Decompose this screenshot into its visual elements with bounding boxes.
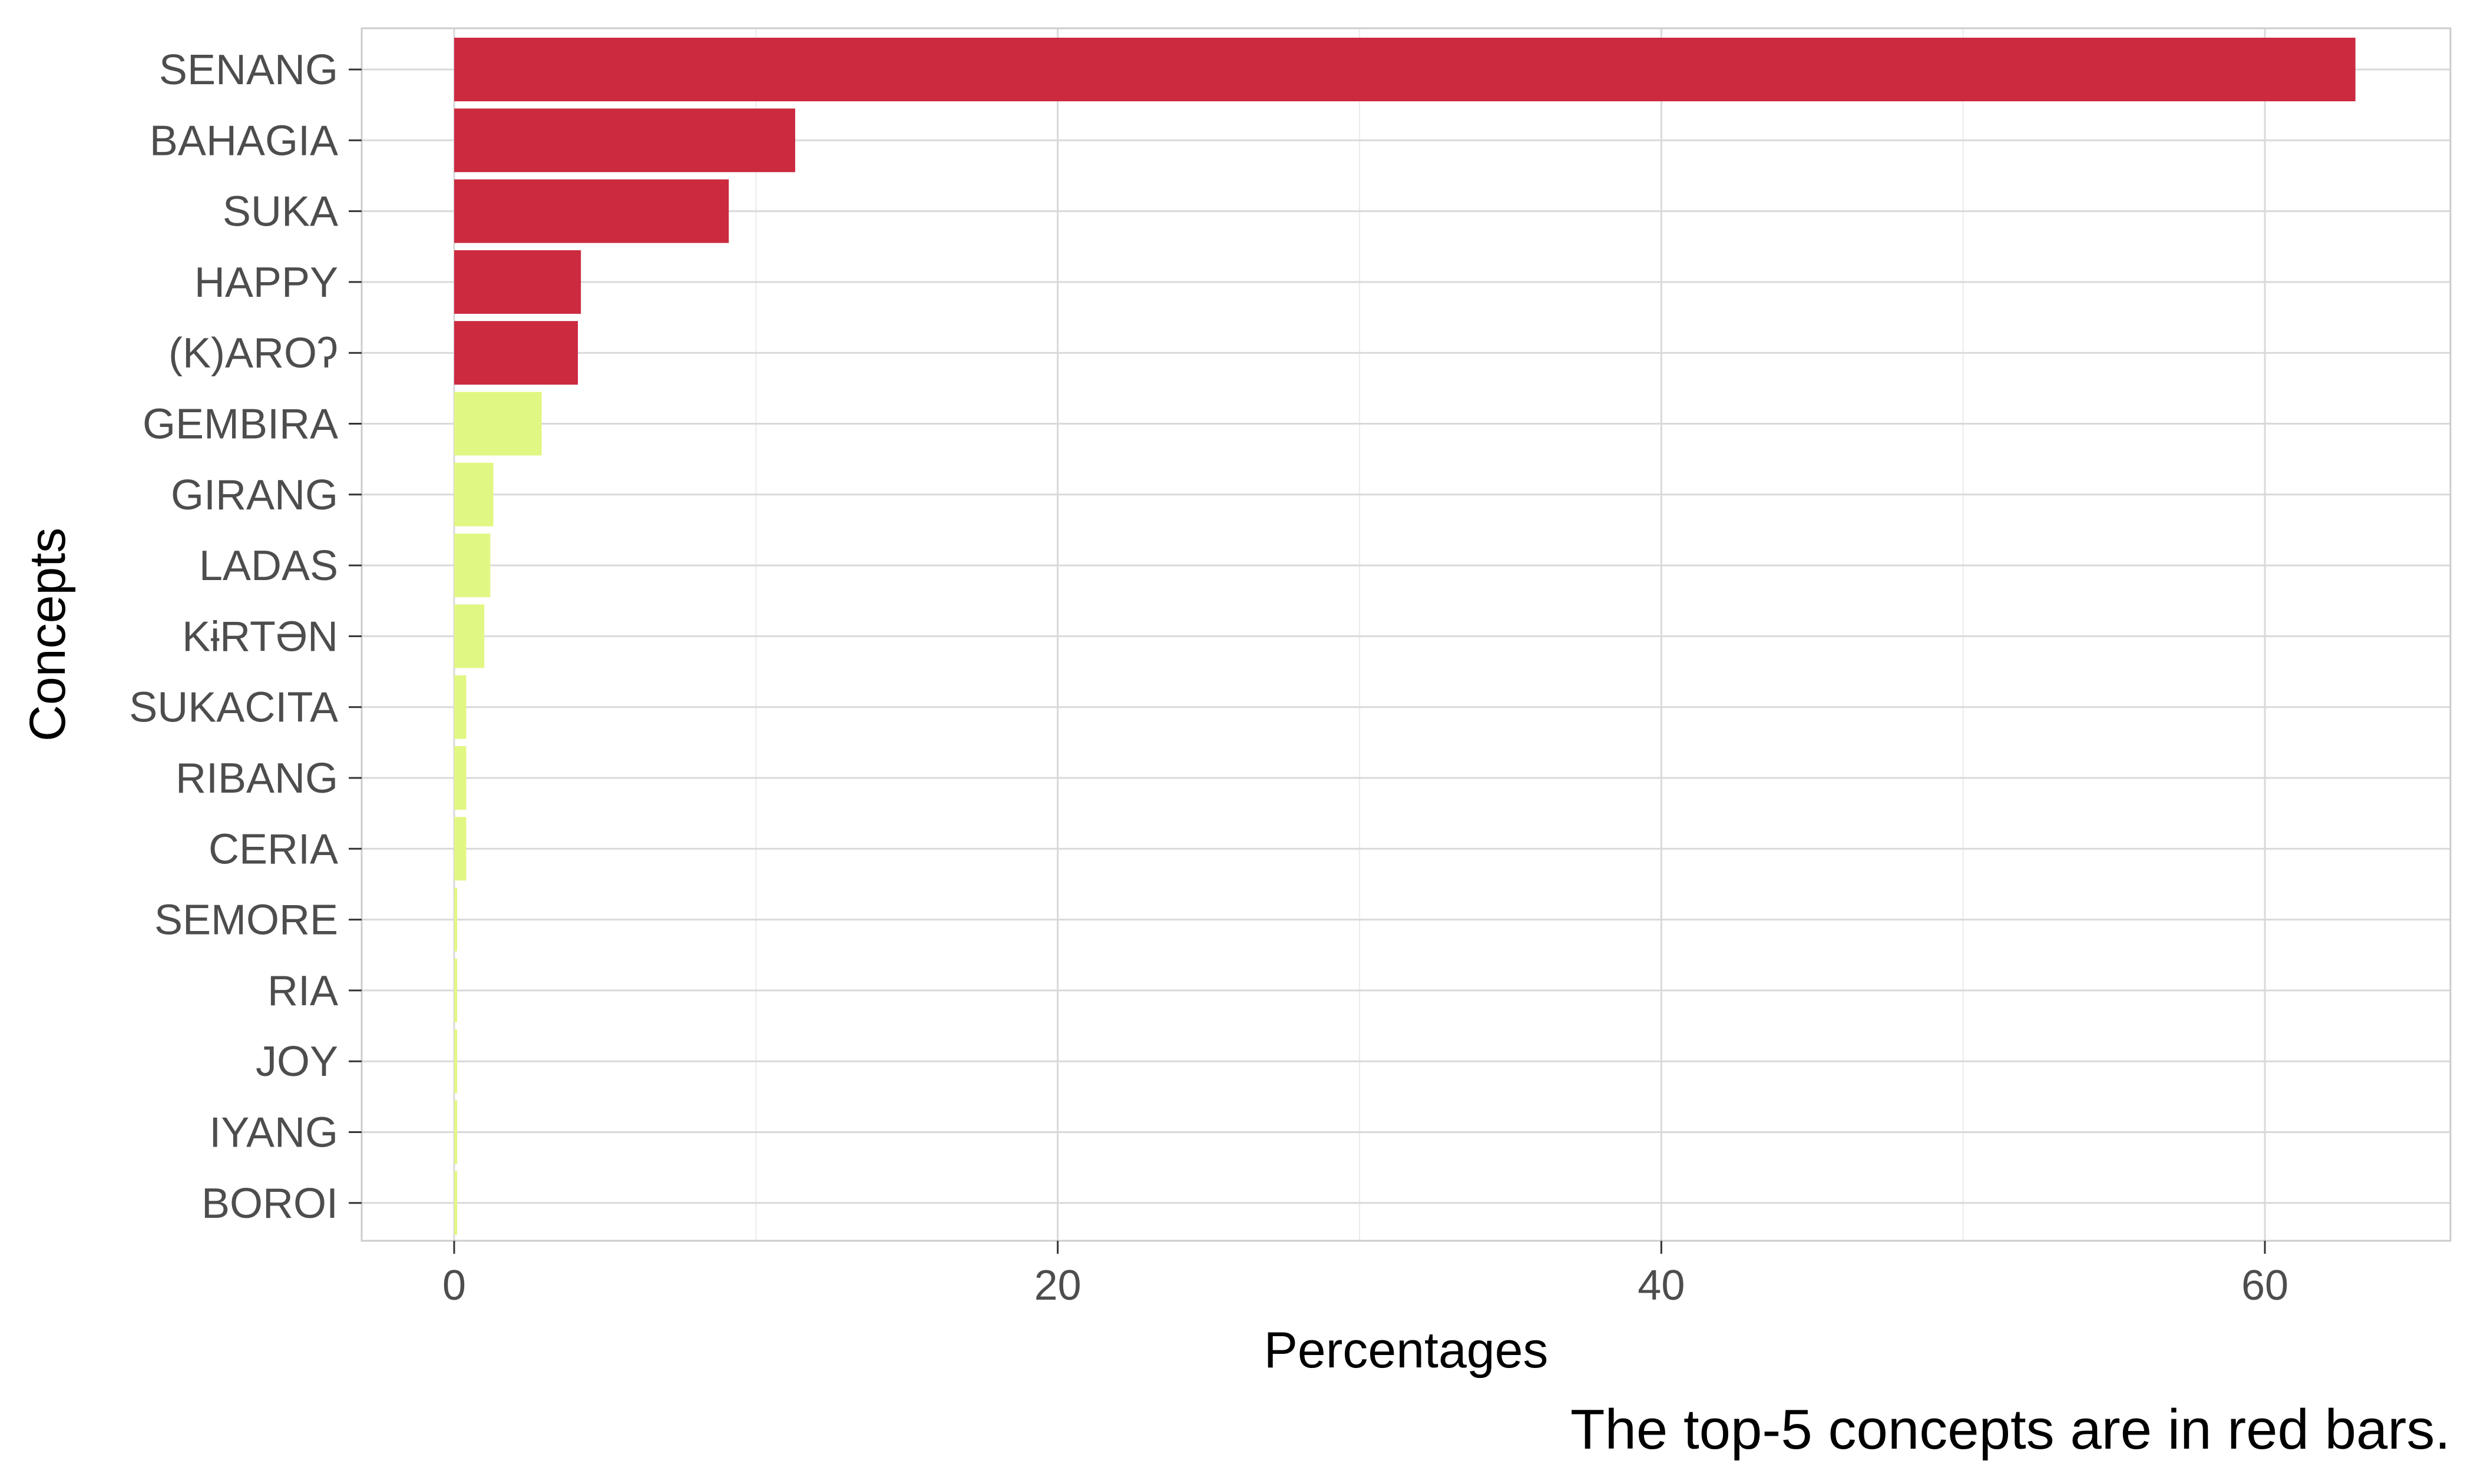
bar-suka (454, 179, 729, 243)
bar-k-rt-n (454, 604, 485, 668)
bar-girang (454, 462, 494, 526)
bar-boroi (454, 1171, 458, 1235)
y-tick-label: (K)AROʔ (168, 330, 338, 377)
x-axis-ticks: 0 20 40 60 (442, 1241, 2288, 1309)
bar-bahagia (454, 108, 795, 173)
bar-ribang (454, 746, 467, 810)
y-tick-label: KɨRTƏN (182, 613, 338, 660)
chart-caption: The top-5 concepts are in red bars. (1570, 1398, 2450, 1461)
y-tick-label: JOY (256, 1038, 338, 1085)
y-tick-label: BAHAGIA (150, 117, 338, 164)
y-tick-label: LADAS (199, 542, 338, 589)
y-tick-label: IYANG (209, 1109, 338, 1157)
y-axis-title: Concepts (19, 528, 76, 741)
y-tick-label: RIA (267, 968, 338, 1015)
bar-joy (454, 1029, 458, 1094)
bar--k-aro- (454, 321, 578, 385)
y-axis-ticks: SENANG BAHAGIA SUKA HAPPY (K)AROʔ GEMBIRA GIRA… (129, 47, 362, 1227)
x-axis-title: Percentages (1264, 1322, 1549, 1379)
x-tick-label: 60 (2241, 1262, 2288, 1309)
bar-happy (454, 250, 581, 314)
bar-ladas (454, 534, 491, 598)
y-tick-label: SEMORE (154, 897, 338, 944)
y-tick-label: RIBANG (176, 755, 338, 802)
bar-senang (454, 38, 2356, 101)
y-tick-label: GIRANG (171, 472, 338, 519)
x-tick-label: 40 (1638, 1262, 1685, 1309)
y-tick-label: SUKACITA (129, 684, 338, 731)
bar-ceria (454, 817, 467, 881)
panel-border (360, 27, 2452, 1242)
y-tick-label: SUKA (223, 188, 338, 236)
y-tick-label: BOROI (201, 1180, 338, 1227)
bar-sukacita (454, 675, 467, 739)
y-tick-label: GEMBIRA (143, 401, 338, 448)
y-tick-label: HAPPY (194, 259, 338, 306)
bar-iyang (454, 1100, 458, 1164)
bar-gembira (454, 392, 542, 456)
y-tick-label: CERIA (209, 826, 338, 873)
bar-ria (454, 958, 458, 1022)
y-tick-label: SENANG (159, 47, 338, 94)
bar-semore (454, 887, 458, 952)
bars (454, 38, 2356, 1235)
x-tick-label: 20 (1034, 1262, 1081, 1309)
x-tick-label: 0 (442, 1262, 466, 1309)
grid-lines (362, 28, 2450, 1241)
